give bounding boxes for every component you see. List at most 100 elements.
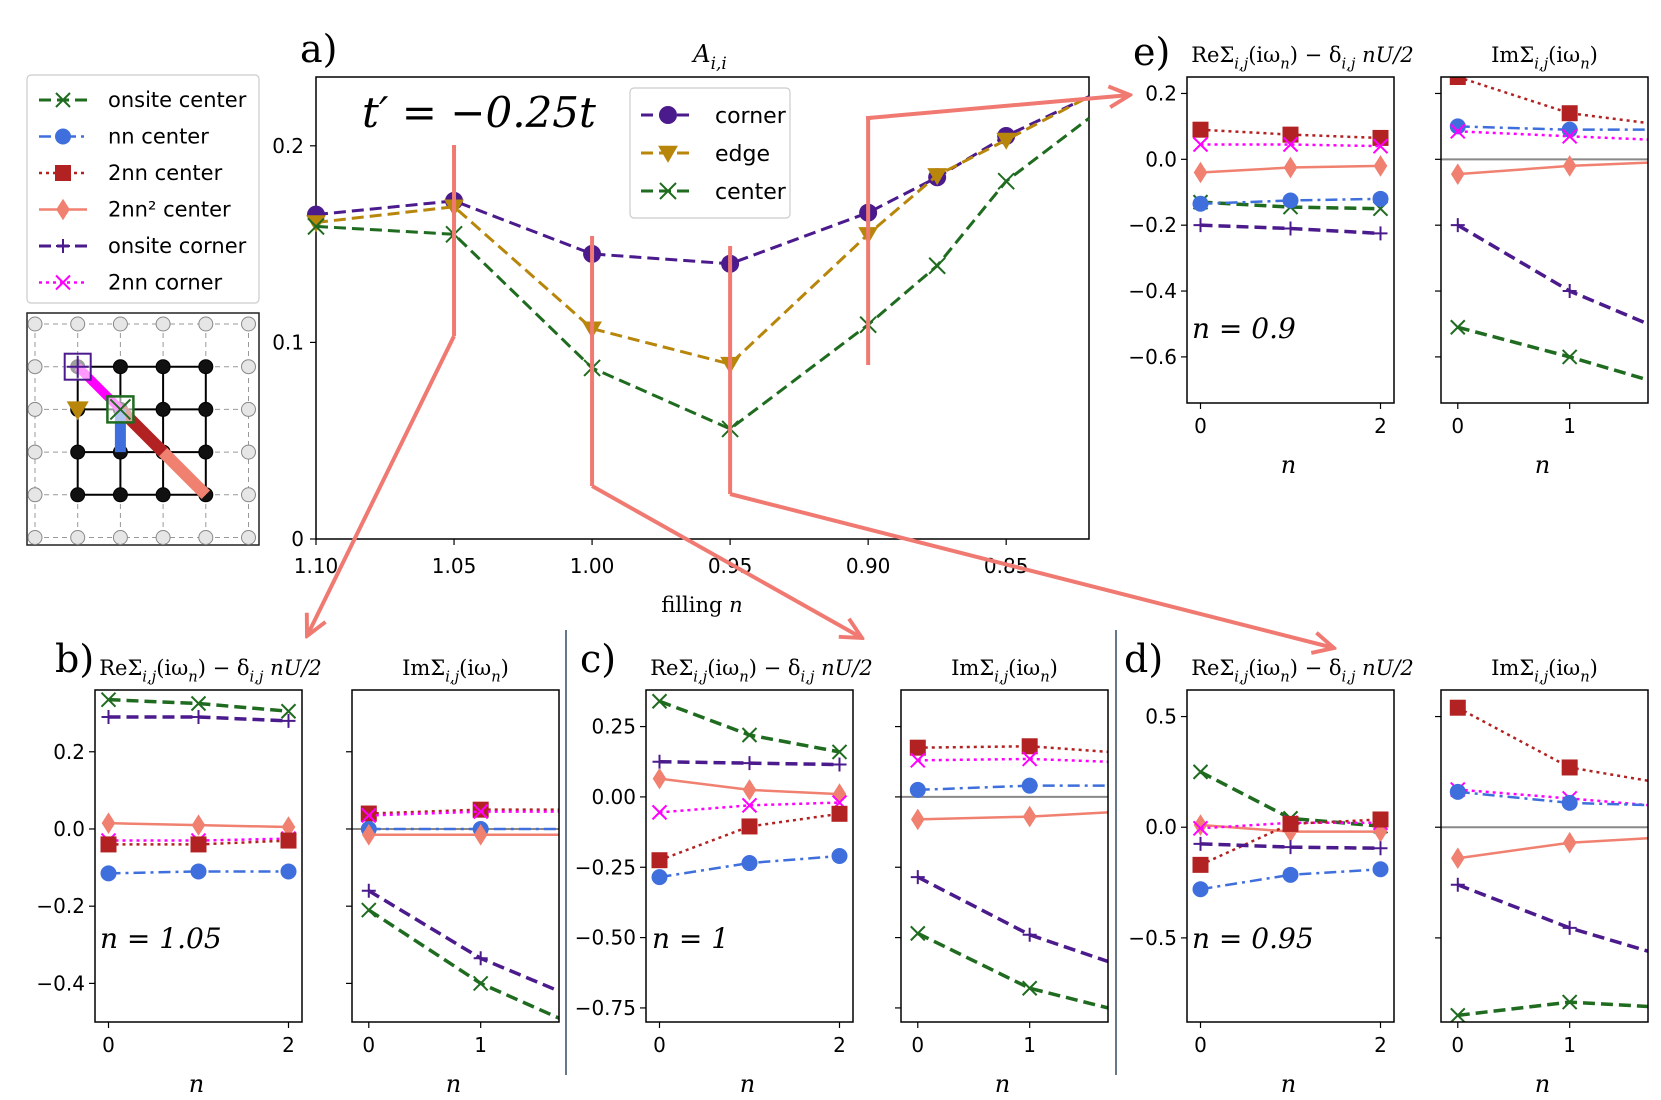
panel-c-re-point-onsite_center <box>831 744 848 760</box>
lattice-site-outer <box>241 316 256 332</box>
panel-a-legend-label-edge: edge <box>715 142 770 167</box>
panel-e-n-label: n = 0.9 <box>1192 312 1296 345</box>
panel-d-im-xtick-label: 1 <box>1563 1033 1576 1057</box>
panel-b-im-point-nn2sq_center <box>361 823 376 846</box>
panel-a-xtick-label: 1.10 <box>294 554 339 578</box>
panel-c-re-point-nn2_corner <box>741 797 758 814</box>
panel-e-re-frame <box>1186 76 1395 404</box>
panel-b-re-point-onsite_center <box>280 703 297 719</box>
lattice-site-outer <box>241 401 256 417</box>
panel-a-point-center <box>928 257 946 275</box>
panel-label-b: b) <box>55 637 94 681</box>
panel-c-im-line-nn_center <box>917 784 1108 792</box>
panel-e-im-point-onsite_corner <box>1450 218 1465 233</box>
panel-c-re-xtick-label: 2 <box>833 1033 846 1057</box>
lattice-site-inner <box>70 444 86 460</box>
legend-label-onsite_center: onsite center <box>108 88 247 112</box>
panel-c-re-point-onsite_center <box>651 693 668 709</box>
panel-d-im-point-nn_center <box>1449 783 1466 800</box>
legend-label-nn2sq_center: 2nn² center <box>108 198 231 222</box>
panel-c-im-line-onsite_corner <box>916 875 1108 964</box>
panel-b-n-label: n = 1.05 <box>100 922 222 955</box>
panel-e-im-line-onsite_center <box>1457 325 1648 382</box>
panel-c-im-point-nn_center <box>909 781 926 798</box>
panel-d-im-plot-area <box>1441 699 1648 1022</box>
panel-b-im-frame <box>351 689 560 1023</box>
panel-d-re-point-nn_center <box>1372 861 1389 878</box>
panel-a-point-edge <box>306 215 326 233</box>
panel-b-re-ytick-label: −0.4 <box>36 971 85 995</box>
panel-c-im-xtick-label: 1 <box>1023 1033 1036 1057</box>
panel-a-legend-marker-edge <box>658 145 678 163</box>
panel-label-c: c) <box>580 637 616 681</box>
panel-d-re-point-nn2_center <box>1372 811 1389 828</box>
panel-c-im-point-nn2_center <box>909 739 926 756</box>
panel-d-re-line-nn2_corner <box>1200 821 1381 830</box>
panel-e-im-point-nn2_corner <box>1561 128 1578 144</box>
lattice-site-inner <box>155 359 171 375</box>
panel-e-re-point-nn2_corner <box>1282 136 1299 153</box>
panel-a-annotation: t′ = −0.25t <box>362 88 596 137</box>
lattice-inset <box>26 312 260 546</box>
panel-c-re-ytick-label: −0.25 <box>575 855 636 879</box>
panel-e-re-point-nn2_corner <box>1192 136 1209 153</box>
panel-d-im-title: ImΣi,j(iωn) <box>1491 656 1598 685</box>
panel-b-re-line-nn_center <box>108 870 289 875</box>
panel-a-xlabel: filling n <box>661 593 742 617</box>
panel-e-re-line-nn2_corner <box>1200 143 1381 148</box>
panel-b-re-point-nn2_center <box>190 836 207 853</box>
panel-e-re-point-nn2sq_center <box>1373 155 1388 177</box>
panel-b-re: −0.4 −0.2 0.0 0.2 0 2 n ReΣi,j(iωn) − δi,j nU/2 <box>36 656 321 1098</box>
panel-b-re-xtick-label: 0 <box>102 1033 115 1057</box>
panel-d-im-point-nn2_center <box>1449 699 1466 716</box>
panel-b-re-point-nn_center <box>280 863 297 880</box>
legend-left: onsite center nn center 2nn center 2nn² cen… <box>26 74 260 304</box>
panel-c-im-point-onsite_corner <box>1022 927 1037 942</box>
legend-marker-nn2sq_center <box>56 198 70 221</box>
panel-c-im: 0 1n ImΣi,j(iωn) <box>895 656 1109 1098</box>
panel-b-im-point-nn2_corner <box>361 807 377 824</box>
panel-c-re-point-nn2_center <box>651 852 668 869</box>
lattice-site-outer <box>155 316 171 332</box>
panel-b-re-point-onsite_corner <box>191 710 206 725</box>
panel-e-im-line-nn2sq_center <box>1457 161 1648 176</box>
panel-b-im-point-onsite_corner <box>473 951 488 966</box>
panel-b-re-title: ReΣi,j(iωn) − δi,j nU/2 <box>99 656 322 685</box>
panel-d-im-point-onsite_corner <box>1450 877 1465 892</box>
panel-c-re-point-nn_center <box>741 855 758 872</box>
panel-e-im-point-nn2_center <box>1561 105 1578 122</box>
panel-c-im-plot-area <box>901 738 1108 1010</box>
panel-c-im-point-onsite_center <box>1021 980 1038 996</box>
edge-site-marker <box>66 401 89 421</box>
panel-d-re-plot-area <box>1192 764 1389 898</box>
panel-e-im-xtick-label: 0 <box>1451 414 1464 438</box>
panel-e-re-title: ReΣi,j(iωn) − δi,j nU/2 <box>1191 43 1414 72</box>
arrow-to-panel <box>591 484 862 638</box>
panel-c-re-point-nn2_corner <box>651 804 668 821</box>
legend-marker-nn2_center <box>55 165 71 181</box>
panel-b-re-plot-area <box>100 691 297 882</box>
panel-e-re-ytick-label: 0.0 <box>1145 147 1177 171</box>
panel-c-re-point-nn2_center <box>741 818 758 835</box>
lattice-site-outer <box>27 316 43 332</box>
panel-d-re-point-nn2_corner <box>1192 820 1209 837</box>
panel-e-re-ytick-label: 0.2 <box>1145 81 1177 105</box>
panel-b-im-line-nn2_corner <box>368 810 559 817</box>
panel-d-im-point-onsite_corner <box>1562 920 1577 935</box>
panel-a-legend-label-corner: corner <box>715 104 787 129</box>
panel-d-im-line-onsite_center <box>1457 1000 1648 1018</box>
arrow-to-panel <box>307 335 456 636</box>
panel-c-im-xtick-label: 0 <box>911 1033 924 1057</box>
panel-c-re-point-onsite_corner <box>742 756 757 771</box>
panel-c-n-label: n = 1 <box>652 922 729 955</box>
panel-b-im-point-nn2_center <box>360 805 377 822</box>
panel-d-re-xlabel: n <box>1281 1070 1296 1098</box>
lattice-site-outer <box>198 316 214 332</box>
panel-e-re-xtick-label: 0 <box>1194 414 1207 438</box>
panel-c-re-frame <box>645 689 854 1023</box>
panel-e-re-point-nn_center <box>1372 190 1389 207</box>
panel-a-line-center <box>315 117 1090 431</box>
panel-d-re-ytick-label: 0.5 <box>1145 705 1177 729</box>
lattice-site-outer <box>27 487 43 503</box>
panel-b-im-xtick-label: 0 <box>362 1033 375 1057</box>
